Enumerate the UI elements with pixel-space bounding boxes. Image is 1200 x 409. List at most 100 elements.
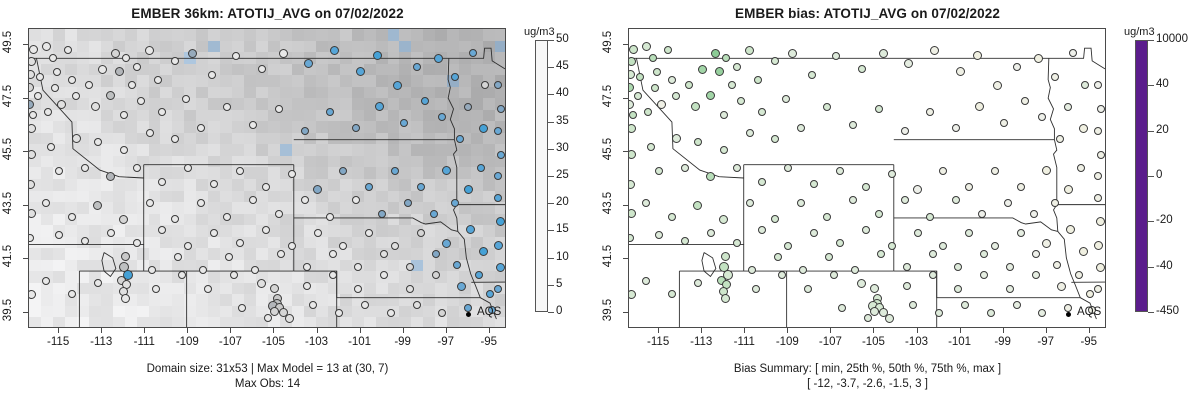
raster-cell <box>375 132 389 145</box>
monitor-site-marker <box>655 166 664 175</box>
monitor-site-marker <box>68 75 77 84</box>
monitor-site-marker <box>939 166 948 175</box>
monitor-site-marker <box>973 51 983 61</box>
monitor-site-marker <box>1012 300 1021 309</box>
monitor-site-marker <box>278 308 288 318</box>
raster-cell <box>351 179 365 192</box>
raster-cell <box>160 213 173 226</box>
raster-cell <box>256 29 269 42</box>
monitor-site-marker <box>300 196 309 205</box>
raster-cell <box>471 98 484 111</box>
raster-cell <box>351 155 365 169</box>
raster-cell <box>351 132 365 145</box>
monitor-site-marker <box>231 51 240 60</box>
monitor-site-marker <box>158 225 167 234</box>
monitor-site-marker <box>304 59 314 69</box>
raster-cell <box>220 317 233 327</box>
raster-cell <box>64 271 78 284</box>
monitor-site-marker <box>360 300 369 309</box>
raster-cell <box>411 305 424 319</box>
monitor-site-marker <box>1051 199 1060 208</box>
raster-cell <box>315 155 329 169</box>
raster-cell <box>423 109 436 122</box>
monitor-site-marker <box>1068 49 1077 58</box>
monitor-site-marker <box>406 284 415 293</box>
monitor-site-marker <box>685 81 694 90</box>
y-axis-tick-label: 43.5 <box>602 191 614 214</box>
raster-cell <box>76 109 90 122</box>
raster-cell <box>375 282 389 295</box>
raster-cell <box>363 75 377 88</box>
monitor-site-marker <box>629 123 636 133</box>
raster-cell <box>88 29 102 42</box>
monitor-site-marker <box>257 65 266 74</box>
raster-cell <box>459 259 472 272</box>
raster-cell <box>411 121 424 134</box>
raster-cell <box>315 213 329 226</box>
raster-cell <box>435 155 448 169</box>
caption-model-line1: Domain size: 31x53 | Max Model = 13 at (… <box>146 363 389 375</box>
raster-cell <box>303 236 317 249</box>
raster-cell <box>160 248 173 261</box>
raster-cell <box>76 294 90 307</box>
monitor-site-marker <box>328 250 337 258</box>
monitor-site-marker <box>732 62 741 71</box>
raster-cell <box>220 75 233 88</box>
x-axis-tick-label: -95 <box>480 336 498 348</box>
raster-cell <box>327 98 341 111</box>
raster-cell <box>291 40 305 53</box>
raster-cell <box>232 179 245 192</box>
y-axis-tick <box>23 97 28 99</box>
monitor-site-marker <box>823 212 832 221</box>
raster-cell <box>423 121 436 134</box>
x-axis-tick-label: -97 <box>1037 336 1055 348</box>
raster-cell <box>411 259 424 272</box>
raster-cell <box>220 259 233 272</box>
raster-cell <box>160 132 173 145</box>
raster-cell <box>351 109 365 122</box>
raster-cell <box>327 167 341 180</box>
monitor-site-marker <box>154 75 163 84</box>
raster-cell <box>196 98 209 111</box>
monitor-site-marker <box>629 233 635 242</box>
monitor-site-marker <box>810 228 819 237</box>
x-axis-tick <box>101 328 103 333</box>
monitor-site-marker <box>986 308 995 317</box>
raster-cell <box>136 179 150 192</box>
raster-cell <box>375 144 389 157</box>
raster-cell <box>327 282 341 295</box>
raster-cell <box>232 29 245 42</box>
monitor-site-marker <box>184 164 193 173</box>
raster-cell <box>256 132 269 145</box>
raster-cell <box>459 202 472 215</box>
colorbar-tick-label: 0 <box>1156 169 1163 181</box>
y-axis-tick <box>23 151 28 153</box>
raster-cell <box>351 75 365 88</box>
raster-cell <box>339 202 353 215</box>
monitor-site-marker <box>285 313 295 323</box>
raster-cell <box>291 225 305 238</box>
raster-cell <box>244 29 257 42</box>
colorbar-tick <box>548 121 554 123</box>
monitor-site-marker <box>496 150 505 159</box>
raster-cell <box>88 179 102 192</box>
raster-cell <box>232 132 245 145</box>
raster-cell <box>339 144 353 157</box>
y-axis-tick-label: 41.5 <box>2 245 14 268</box>
raster-cell <box>411 144 424 157</box>
raster-cell <box>291 155 305 169</box>
raster-cell <box>363 317 377 327</box>
monitor-site-marker <box>225 252 234 261</box>
raster-cell <box>351 271 365 284</box>
raster-cell <box>220 40 233 53</box>
raster-cell <box>279 29 293 42</box>
x-axis-tick <box>316 328 318 333</box>
raster-cell <box>483 155 496 169</box>
monitor-site-marker <box>251 266 260 275</box>
bias-map-plot-area <box>628 28 1106 328</box>
state-border-line <box>636 58 744 179</box>
monitor-site-marker <box>978 209 987 218</box>
aqs-legend-dot <box>466 312 471 317</box>
raster-cell <box>40 86 54 99</box>
raster-cell <box>29 305 42 319</box>
